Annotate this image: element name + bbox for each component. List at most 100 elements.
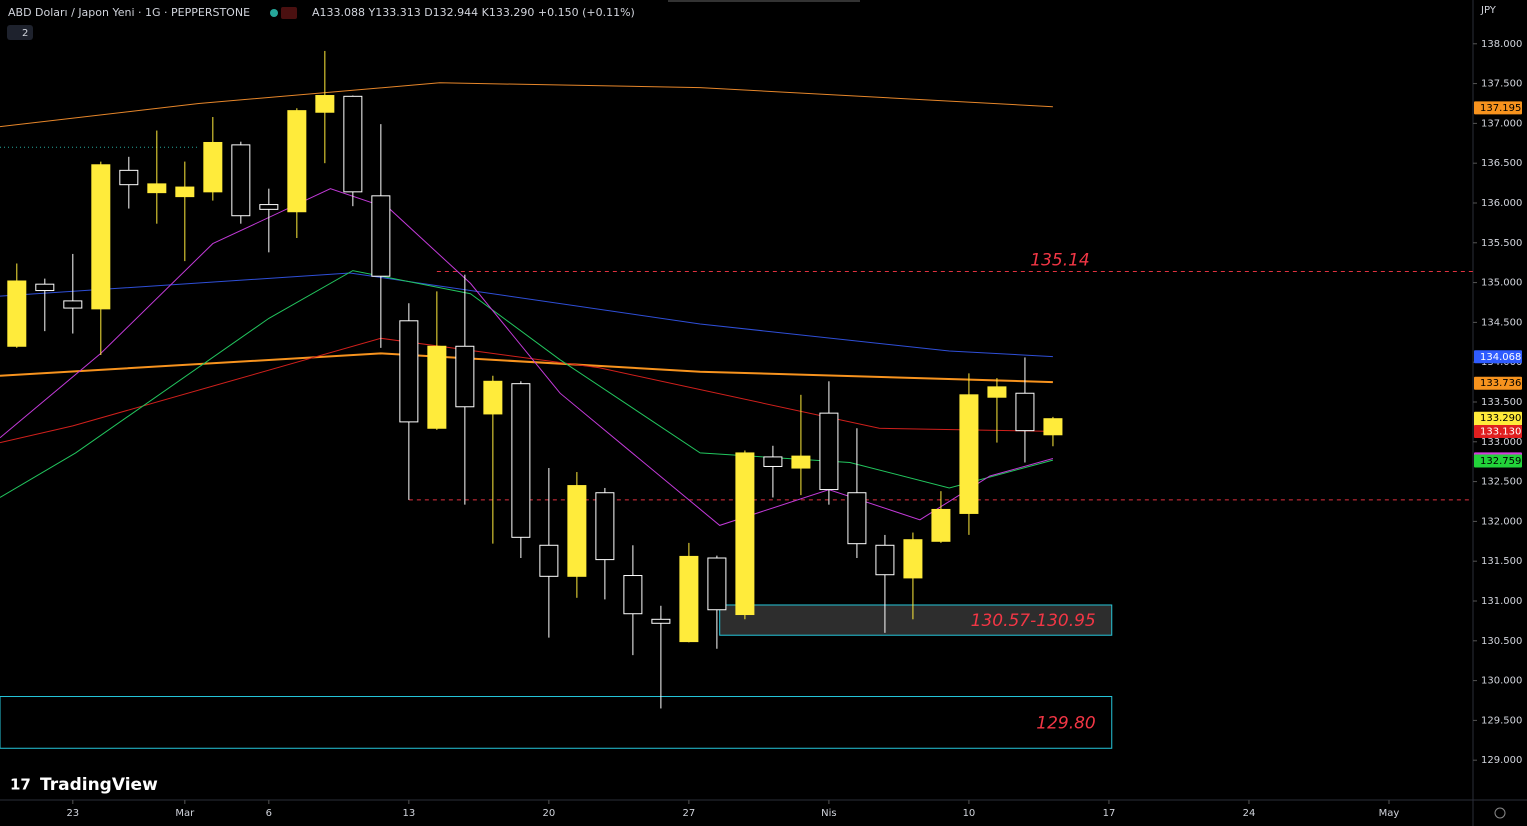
candle-body [763,456,783,467]
y-tick-label: 135.000 [1481,278,1522,289]
moving-average [0,270,1054,498]
candle-body [931,508,951,542]
candle-body [987,386,1007,398]
zone-label: 130.57-130.95 [971,611,1096,631]
y-tick-label: 137.500 [1481,79,1522,90]
y-tick-label: 133.500 [1481,397,1522,408]
candle-body [203,141,223,193]
candle-body [343,95,363,193]
candle-body [847,492,867,545]
price-tag [1474,376,1522,390]
moving-average [0,352,1053,384]
candle-body [259,204,279,210]
candle-body [623,575,643,615]
y-tick-label: 131.500 [1481,556,1522,567]
price-tag-label: 137.195 [1480,103,1521,114]
x-tick-label: Nis [821,808,836,819]
x-tick-label: Mar [175,808,195,819]
candle-body [427,345,447,429]
candle-body [539,544,559,577]
candle-body [35,283,55,292]
y-tick-label: 136.500 [1481,158,1522,169]
y-tick-label: 132.500 [1481,477,1522,488]
logo: TradingView [40,775,158,795]
x-tick-label: 10 [963,808,976,819]
price-tag-label: 132.759 [1480,456,1521,467]
candle-body [455,345,475,408]
y-tick-label: 132.000 [1481,516,1522,527]
candle-body [91,164,111,310]
candle-body [707,557,727,611]
x-tick-label: 6 [266,808,272,819]
x-tick-label: May [1379,808,1400,819]
candle-body [315,95,335,113]
x-tick-label: 17 [1103,808,1116,819]
y-tick-label: 131.000 [1481,596,1522,607]
candle-body [595,492,615,561]
status-dot [270,9,278,17]
level-label: 135.14 [1030,250,1089,270]
currency[interactable]: JPY [1480,5,1497,16]
price-tag [1474,350,1522,364]
y-tick-label: 137.000 [1481,118,1522,129]
candle-body [371,195,391,277]
top-handle [668,0,860,2]
y-tick-label: 138.000 [1481,39,1522,50]
x-tick-label: 24 [1243,808,1256,819]
price-tag-label: 133.290 [1480,413,1521,424]
ohlc-header: A133.088 Y133.313 D132.944 K133.290 +0.1… [312,6,635,19]
candle-body [511,383,531,538]
candle-body [399,320,419,423]
y-tick-label: 129.500 [1481,715,1522,726]
candle-body [147,183,167,194]
x-tick-label: 23 [66,808,79,819]
candle-body [791,455,811,469]
candle-body [651,618,671,624]
settings-icon[interactable] [1494,807,1506,819]
candle-body [483,380,503,415]
zone-label: 129.80 [1036,713,1095,733]
candle-body [819,412,839,491]
x-tick-label: 20 [543,808,556,819]
price-tag [1474,101,1522,115]
candle-body [567,485,587,577]
indicator-count[interactable]: 2 [22,28,28,39]
symbol-title: ABD Doları / Japon Yeni · 1G · PEPPERSTO… [8,6,250,19]
candle-body [63,300,83,309]
y-tick-label: 130.500 [1481,636,1522,647]
candle-body [7,280,27,347]
moving-average [0,82,1053,128]
y-tick-label: 135.500 [1481,238,1522,249]
x-tick-label: 13 [402,808,415,819]
zone [719,604,1113,636]
candle-body [875,544,895,576]
logo-mark: 17 [10,776,31,794]
price-tag-label: 134.068 [1480,352,1521,363]
y-tick-label: 129.000 [1481,755,1522,766]
indicator-toggle[interactable] [7,25,33,40]
candle-body [903,539,923,579]
candle-body [175,186,195,198]
price-tag-label: 133.736 [1480,378,1521,389]
zone [0,696,1113,749]
x-tick-label: 27 [683,808,696,819]
candle-body [1043,418,1063,436]
y-tick-label: 134.500 [1481,317,1522,328]
price-tag [1474,424,1522,438]
candle-body [679,555,699,643]
status-badge [281,7,297,19]
price-tag [1474,454,1522,468]
candle-body [119,169,139,186]
candle-body [287,110,307,213]
y-tick-label: 130.000 [1481,676,1522,687]
candle-body [735,452,755,616]
moving-average [0,337,1053,444]
candle-body [1015,392,1035,432]
candle-body [959,394,979,514]
moving-average [0,272,1053,358]
y-tick-label: 133.000 [1481,437,1522,448]
y-tick-label: 136.000 [1481,198,1522,209]
